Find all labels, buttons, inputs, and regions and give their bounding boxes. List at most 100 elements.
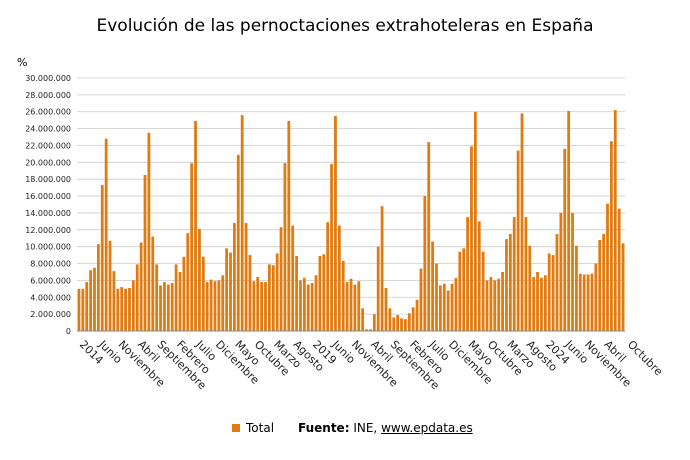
bar: [470, 146, 473, 331]
bar: [330, 164, 333, 331]
y-tick-label: 30.000.000: [25, 74, 71, 83]
bar: [100, 185, 104, 331]
bar: [186, 233, 190, 331]
bar: [334, 115, 337, 331]
bar: [233, 223, 236, 331]
y-tick-label: 18.000.000: [25, 175, 71, 184]
bar: [131, 280, 135, 331]
y-tick-label: 8.000.000: [30, 260, 71, 269]
bar: [559, 212, 563, 331]
bar: [462, 248, 466, 331]
bar: [112, 271, 116, 331]
bar: [93, 267, 96, 331]
bar: [139, 242, 143, 331]
bar: [128, 287, 131, 331]
bar: [411, 307, 415, 331]
bar: [326, 222, 330, 331]
bar: [407, 313, 411, 331]
bar: [442, 283, 446, 331]
bar: [213, 281, 217, 331]
bar: [435, 263, 438, 331]
bar: [248, 255, 252, 331]
bar: [610, 141, 613, 331]
y-tick-label: 22.000.000: [25, 141, 71, 150]
bar: [194, 121, 197, 331]
bar: [264, 282, 267, 331]
bar: [396, 314, 400, 331]
bar: [147, 132, 151, 331]
bar: [283, 163, 287, 331]
bar: [458, 251, 462, 331]
bar: [318, 255, 322, 331]
bar: [590, 273, 594, 331]
bar: [287, 121, 291, 331]
bar: [81, 288, 85, 331]
y-tick-label: 10.000.000: [25, 243, 71, 252]
bar: [345, 282, 349, 331]
bar: [540, 277, 543, 331]
bar: [586, 274, 590, 331]
y-tick-label: 12.000.000: [25, 226, 71, 235]
bar: [201, 256, 205, 331]
bar: [400, 318, 403, 331]
bar: [163, 282, 166, 331]
y-tick-label: 4.000.000: [30, 293, 71, 302]
bar: [178, 271, 182, 331]
bar: [481, 251, 485, 331]
bar: [310, 282, 314, 331]
bar: [438, 285, 442, 331]
bar: [602, 234, 606, 331]
bar: [369, 329, 372, 331]
bar: [376, 246, 380, 331]
bar: [621, 243, 625, 331]
chart-title: Evolución de las pernoctaciones extrahot…: [96, 16, 594, 36]
bar: [380, 206, 384, 331]
bar: [446, 290, 450, 331]
bar: [477, 221, 481, 331]
bar: [302, 277, 306, 331]
bar: [567, 110, 571, 331]
y-tick-label: 14.000.000: [25, 209, 71, 218]
bar: [392, 317, 396, 331]
bar: [543, 275, 547, 331]
y-tick-label: 26.000.000: [25, 108, 71, 117]
bar: [454, 277, 458, 331]
bar: [613, 110, 617, 331]
bar: [582, 274, 586, 331]
bar: [229, 252, 232, 331]
bar: [431, 241, 435, 331]
bar: [361, 308, 365, 331]
bar: [151, 236, 155, 331]
bar: [520, 113, 524, 331]
bar: [182, 256, 186, 331]
bar: [299, 280, 302, 331]
bar: [120, 287, 124, 331]
bar: [578, 273, 582, 331]
bar: [473, 111, 477, 331]
bar: [217, 280, 221, 331]
source-link[interactable]: www.epdata.es: [381, 421, 473, 435]
legend-label: Total: [246, 421, 275, 435]
y-tick-label: 6.000.000: [30, 276, 71, 285]
bar: [508, 234, 512, 331]
bar: [501, 271, 504, 331]
y-axis-unit-label: %: [17, 56, 27, 69]
bar: [357, 281, 361, 331]
bar: [209, 279, 213, 331]
bar: [415, 299, 419, 331]
bar: [563, 148, 567, 331]
bar: [497, 278, 501, 331]
source-note: Fuente: INE, www.epdata.es: [298, 421, 473, 435]
bar: [372, 314, 376, 331]
bar: [404, 319, 407, 331]
bar: [493, 280, 497, 331]
bar: [388, 308, 392, 331]
bar: [306, 284, 310, 331]
bar: [337, 225, 341, 331]
bar: [190, 163, 194, 331]
y-tick-label: 28.000.000: [25, 91, 71, 100]
bar: [85, 282, 89, 331]
bar: [271, 265, 275, 331]
bar: [170, 282, 174, 331]
